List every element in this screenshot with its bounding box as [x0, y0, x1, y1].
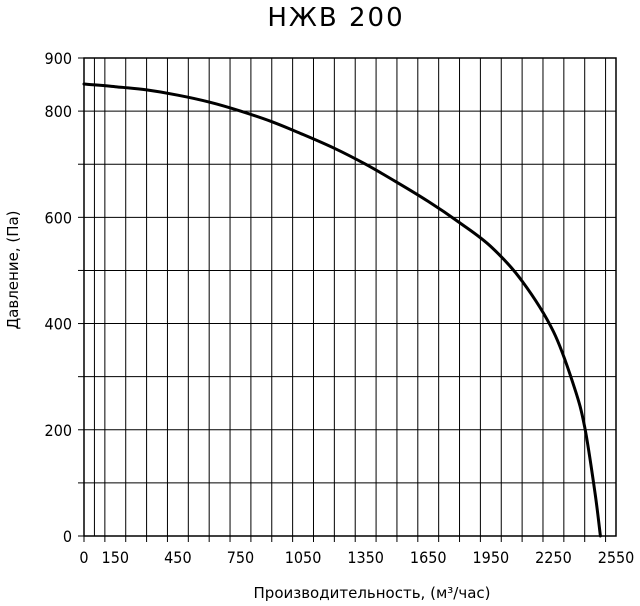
- y-axis-ticks: 0 200 400 600 800 900: [45, 49, 84, 546]
- x-tick-label: 450: [164, 548, 191, 567]
- series-layer: [82, 82, 602, 538]
- x-tick-label: 150: [102, 548, 129, 567]
- x-tick-label: 1950: [473, 548, 510, 567]
- x-axis-label: Производительность, (м³/час): [254, 584, 491, 602]
- x-tick-label: 1350: [347, 548, 384, 567]
- x-tick-label: 2550: [598, 548, 635, 567]
- grid: [84, 58, 616, 536]
- y-tick-label: 600: [45, 208, 72, 227]
- series-line-pressure: [82, 82, 602, 538]
- x-tick-label: 1050: [285, 548, 322, 567]
- x-tick-label: 2250: [535, 548, 572, 567]
- x-tick-label: 1650: [410, 548, 447, 567]
- y-axis-label: Давление, (Па): [4, 210, 22, 329]
- x-tick-label: 0: [79, 548, 88, 567]
- y-tick-label: 800: [45, 102, 72, 121]
- chart-title: НЖВ 200: [267, 3, 404, 33]
- plot-frame: [83, 57, 617, 537]
- y-tick-label: 200: [45, 421, 72, 440]
- y-tick-label: 400: [45, 315, 72, 334]
- plot-border: [83, 57, 617, 537]
- y-tick-label: 900: [45, 49, 72, 68]
- x-tick-label: 750: [227, 548, 254, 567]
- x-axis-ticks: 0 150 450 750 1050 1350 1650 1950 2250 2550: [79, 536, 634, 567]
- y-tick-label: 0: [63, 527, 72, 546]
